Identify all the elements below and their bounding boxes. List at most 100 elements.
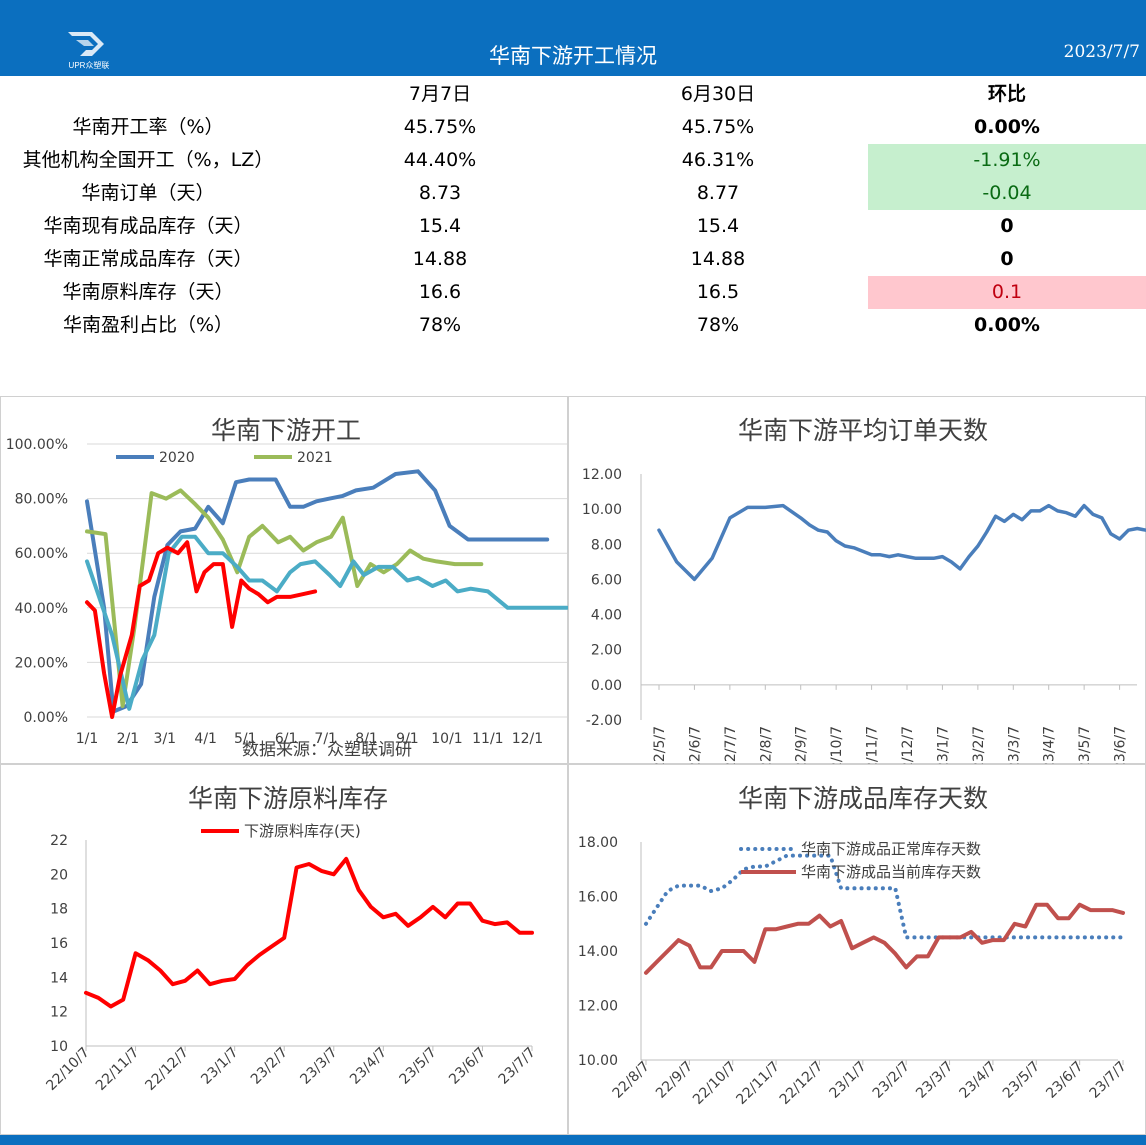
y-tick-label: 14 (50, 970, 68, 986)
x-tick-label: 22/12/7 (777, 1059, 826, 1108)
chart-panel-finished-goods-inventory: 华南下游成品库存天数 10.00 12.00 14.00 16.00 18.00 22/8/… (568, 764, 1146, 1135)
series-line (657, 503, 1146, 582)
chart-title: 华南下游原料库存 (188, 784, 388, 813)
column-header-change: 环比 (987, 83, 1026, 105)
y-tick-label: 20 (50, 867, 68, 883)
x-tick-label: 23/6/7 (1043, 1059, 1086, 1102)
y-tick-label: 20.00% (15, 655, 68, 671)
row-value-change: 0.00% (974, 116, 1040, 138)
row-value-previous: 45.75% (681, 116, 755, 138)
x-tick-label: 23/1/7 (198, 1045, 241, 1088)
y-tick-label: 12.00 (578, 999, 618, 1015)
chart-finished-goods-inventory: 华南下游成品库存天数10.0012.0014.0016.0018.0022/8/… (578, 784, 1130, 1108)
x-tick-label: 22/8/7 (758, 726, 774, 765)
x-tick-label: 23/5/7 (397, 1045, 440, 1088)
row-value-previous: 8.77 (696, 182, 740, 204)
column-header-previous: 6月30日 (680, 83, 756, 105)
y-tick-label: 10.00 (582, 502, 622, 518)
x-tick-label: 6/1 (275, 731, 298, 747)
column-header-current: 7月7日 (408, 83, 472, 105)
row-value-current: 8.73 (418, 182, 462, 204)
row-value-change: 0.00% (974, 314, 1040, 336)
row-value-previous: 15.4 (696, 215, 740, 237)
x-tick-label: 23/2/7 (248, 1045, 291, 1088)
row-value-previous: 46.31% (681, 149, 755, 171)
chart-operating-rate: 华南下游开工 0.00% 20.00% 40.00% 60.00% 80.00% 100.0… (6, 416, 569, 760)
y-tick-label: 16 (50, 936, 68, 952)
chart-title: 华南下游成品库存天数 (738, 784, 988, 813)
legend-label: 下游原料库存(天) (244, 822, 361, 840)
y-tick-label: 4.00 (591, 608, 622, 624)
x-tick-label: 22/11/7 (93, 1045, 142, 1094)
x-tick-label: 23/3/7 (913, 1059, 956, 1102)
row-value-current: 16.6 (418, 281, 462, 303)
x-tick-label: 23/6/7 (1113, 726, 1129, 765)
chart-title: 华南下游开工 (211, 416, 361, 445)
y-tick-label: 2.00 (591, 643, 622, 659)
row-value-current: 14.88 (412, 248, 468, 270)
row-value-current: 15.4 (418, 215, 462, 237)
y-tick-label: 16.00 (578, 890, 618, 906)
x-tick-label: 4/1 (194, 731, 217, 747)
x-tick-label: 5/1 (234, 731, 257, 747)
x-tick-label: 8/1 (355, 731, 378, 747)
y-tick-label: 40.00% (15, 601, 68, 617)
row-value-change: 0 (1000, 248, 1014, 270)
row-label: 华南盈利占比（%） (62, 314, 234, 336)
source-note: 数据来源：众塑联调研 (242, 740, 412, 760)
chart-title: 华南下游平均订单天数 (738, 416, 988, 445)
x-tick-label: 23/3/7 (297, 1045, 340, 1088)
series-line-3 (85, 540, 318, 719)
row-label: 其他机构全国开工（%，LZ） (22, 149, 274, 171)
x-tick-label: 10/1 (431, 731, 462, 747)
row-value-change: -1.91% (868, 144, 1146, 177)
row-label: 华南现有成品库存（天） (43, 215, 253, 237)
row-value-current: 45.75% (403, 116, 477, 138)
y-tick-label: 0.00 (591, 678, 622, 694)
x-tick-label: 22/9/7 (653, 1059, 696, 1102)
chart-panel-order-days: 华南下游平均订单天数 -2.00 0.00 2.00 4.00 6.00 8.00 10.00… (568, 396, 1146, 765)
y-tick-label: 12.00 (582, 467, 622, 483)
footer-bar (0, 1135, 1146, 1145)
x-tick-label: 23/1/7 (935, 726, 951, 765)
x-tick-label: 23/5/7 (1000, 1059, 1043, 1102)
x-tick-label: 22/9/7 (794, 726, 810, 765)
y-tick-label: 100.00% (6, 437, 68, 453)
legend-label-normal: 华南下游成品正常库存天数 (801, 840, 981, 858)
x-tick-label: 23/2/7 (870, 1059, 913, 1102)
y-tick-label: 18 (50, 902, 68, 918)
chart-panel-raw-material-inventory: 华南下游原料库存 10 12 14 16 18 20 22 22/10/7 22/11/7 22/1… (0, 764, 568, 1135)
series-line-1 (85, 488, 484, 709)
row-value-change: 0 (1000, 215, 1014, 237)
legend-label-2021: 2021 (297, 450, 333, 466)
row-value-change: 0.1 (868, 276, 1146, 309)
x-tick-label: 23/4/7 (957, 1059, 1000, 1102)
x-tick-label: 22/12/7 (900, 726, 916, 765)
row-value-previous: 14.88 (690, 248, 746, 270)
row-value-change: -0.04 (868, 177, 1146, 210)
row-value-previous: 78% (696, 314, 740, 336)
y-tick-label: 12 (50, 1005, 68, 1021)
x-tick-label: 22/11/7 (865, 726, 881, 765)
legend-label-2020: 2020 (159, 450, 195, 466)
y-tick-label: 22 (50, 833, 68, 849)
report-date: 2023/7/7 (1063, 42, 1140, 62)
x-tick-label: 22/12/7 (142, 1045, 191, 1094)
x-tick-label: 23/7/7 (1087, 1059, 1130, 1102)
x-tick-label: 22/5/7 (652, 726, 668, 765)
row-value-current: 78% (418, 314, 462, 336)
stats-table: 7月7日 6月30日 环比 华南开工率（%） 45.75% 45.75% 0.00% 其… (0, 76, 1146, 396)
chart-order-days: 华南下游平均订单天数 -2.00 0.00 2.00 4.00 6.00 8.00 10.00… (582, 416, 1146, 765)
row-value-previous: 16.5 (696, 281, 740, 303)
x-tick-label: 22/11/7 (733, 1059, 782, 1108)
x-tick-label: 23/1/7 (826, 1059, 869, 1102)
series-line-0 (85, 469, 550, 714)
y-tick-label: 10 (50, 1039, 68, 1055)
x-tick-label: 22/10/7 (690, 1059, 739, 1108)
y-tick-label: 10.00 (578, 1053, 618, 1069)
y-tick-label: 18.00 (578, 835, 618, 851)
y-tick-label: 0.00% (24, 710, 68, 726)
y-tick-label: -2.00 (586, 713, 622, 729)
logo-text: UPR众塑联 (69, 61, 110, 70)
